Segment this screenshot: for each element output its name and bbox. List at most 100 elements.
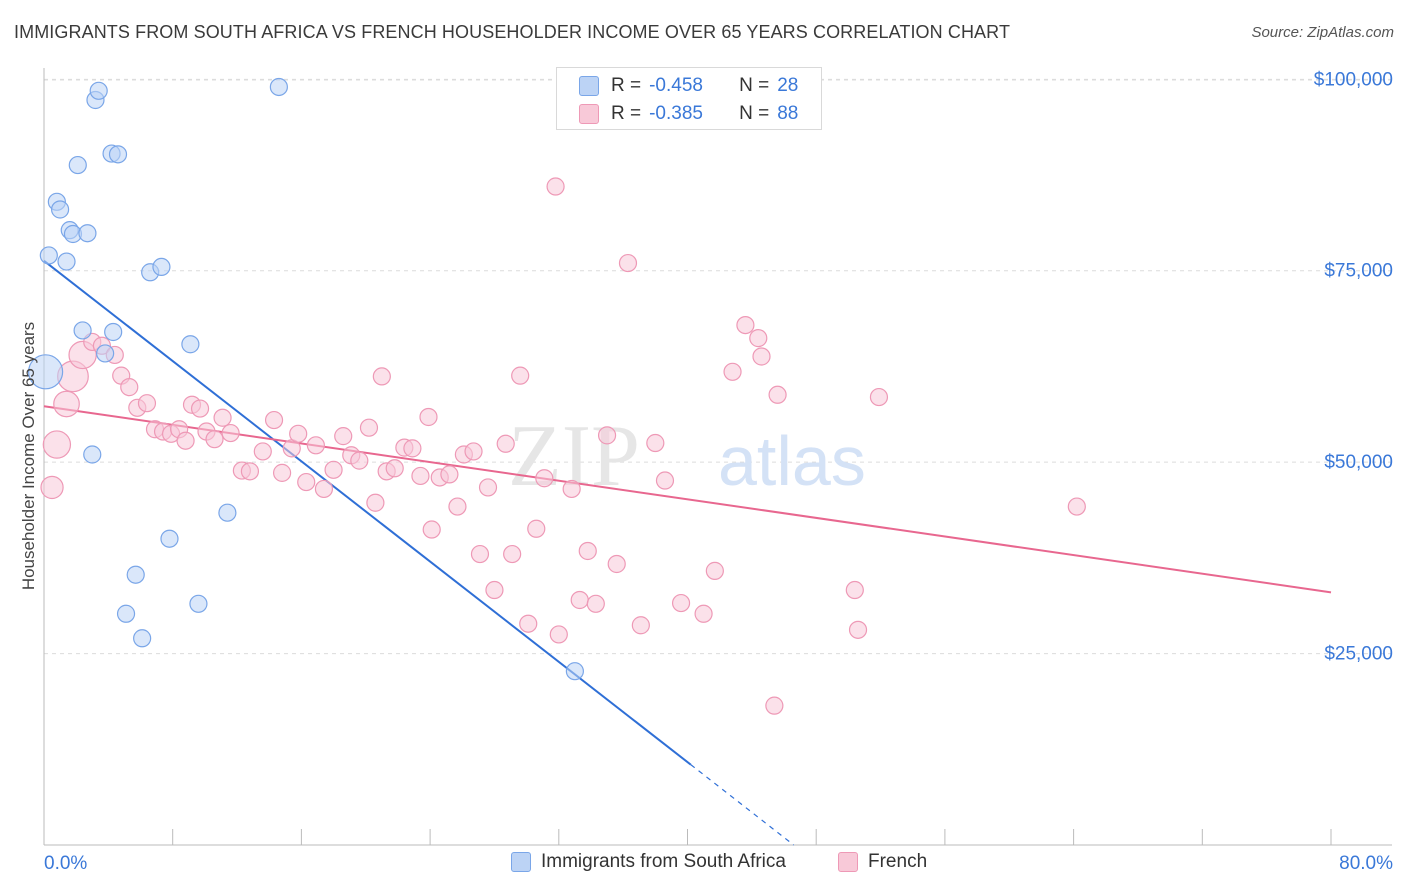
point-french (752, 347, 771, 366)
point-french (578, 541, 597, 561)
point-south-africa (152, 257, 171, 277)
point-french (120, 378, 139, 397)
r-label: R = (611, 103, 642, 124)
legend-label: Immigrants from South Africa (541, 851, 786, 872)
point-french (324, 460, 343, 479)
point-south-africa (565, 662, 584, 681)
y-tick-label: $25,000 (1324, 644, 1393, 665)
n-label: N = (739, 75, 770, 96)
point-french (503, 544, 522, 564)
point-french (618, 253, 638, 273)
point-french (646, 433, 665, 453)
point-french (366, 493, 385, 512)
point-french (511, 366, 530, 385)
point-french (496, 434, 515, 453)
stats-row-blue: R = -0.458 N = 28 (579, 73, 799, 99)
legend-item-south-africa[interactable]: Immigrants from South Africa (511, 851, 786, 873)
point-french (562, 479, 581, 499)
point-south-africa (116, 604, 136, 623)
point-south-africa (269, 77, 288, 97)
point-french (845, 580, 864, 600)
pink-swatch (838, 852, 858, 872)
point-french (334, 427, 353, 446)
chart-title: IMMIGRANTS FROM SOUTH AFRICA VS FRENCH H… (14, 22, 1011, 42)
point-french (607, 554, 626, 574)
n-value: 88 (777, 103, 799, 124)
data-points (28, 77, 1086, 715)
watermark-atlas: atlas (718, 422, 866, 500)
y-tick-label: $75,000 (1324, 261, 1393, 282)
point-french (253, 442, 272, 461)
y-tick-label: $50,000 (1324, 452, 1393, 473)
point-french (749, 329, 768, 348)
blue-swatch (579, 76, 599, 96)
point-french (546, 177, 565, 196)
point-french (631, 616, 650, 635)
point-french (264, 410, 284, 430)
point-french (448, 497, 467, 516)
point-french (519, 614, 538, 633)
n-value: 28 (777, 75, 799, 96)
point-french (705, 561, 724, 580)
point-french (768, 385, 787, 404)
x-tick-label-max: 80.0% (1339, 853, 1393, 874)
point-south-africa (96, 344, 115, 363)
point-french (53, 390, 80, 418)
x-tick-label-min: 0.0% (44, 853, 87, 874)
tick-labels: $25,000 $50,000 $75,000 $100,000 0.0% 80.0% (44, 69, 1393, 874)
point-french (485, 580, 504, 600)
point-south-africa (218, 503, 237, 522)
bottom-legend: Immigrants from South Africa French (0, 851, 1406, 879)
blue-swatch (511, 852, 531, 872)
point-french (440, 465, 459, 484)
point-french (464, 442, 483, 461)
point-french (403, 439, 422, 458)
point-french (848, 620, 868, 639)
trendline-south-africa-extension (690, 764, 795, 846)
point-south-africa (68, 155, 87, 175)
legend-label: French (868, 851, 928, 872)
point-french (272, 463, 292, 482)
point-french (470, 544, 490, 564)
point-french (314, 479, 334, 499)
point-french (419, 407, 438, 427)
point-south-africa (104, 322, 123, 342)
point-french (671, 593, 691, 613)
r-label: R = (611, 75, 642, 96)
point-south-africa (181, 335, 200, 354)
point-french (372, 367, 391, 386)
point-south-africa (133, 629, 152, 648)
point-french (535, 469, 554, 488)
point-french (1067, 497, 1086, 516)
point-french (597, 426, 617, 445)
point-french (137, 394, 157, 413)
point-french (478, 478, 498, 497)
point-french (422, 520, 441, 539)
watermark: ZIP atlas (508, 408, 866, 505)
stats-row-pink: R = -0.385 N = 88 (579, 101, 799, 127)
point-french (40, 475, 64, 500)
point-french (586, 594, 605, 613)
point-south-africa (126, 565, 145, 584)
point-south-africa (78, 224, 97, 243)
trendline-french (43, 405, 1332, 594)
source-label: Source: ZipAtlas.com (1251, 24, 1394, 41)
point-south-africa (57, 252, 76, 271)
point-french (240, 462, 260, 481)
point-french (213, 408, 232, 427)
y-axis-label: Householder Income Over 65 years (19, 322, 38, 590)
trendlines (43, 259, 1332, 846)
point-french (176, 431, 195, 450)
point-french (190, 399, 210, 418)
pink-swatch (579, 104, 599, 124)
point-south-africa (189, 594, 208, 613)
point-french (527, 519, 546, 538)
point-french (869, 387, 889, 407)
point-south-africa (83, 445, 102, 464)
point-south-africa (73, 321, 92, 340)
y-tick-label: $100,000 (1314, 69, 1393, 90)
point-french (306, 436, 325, 455)
n-label: N = (739, 103, 770, 124)
legend-item-french[interactable]: French (838, 851, 927, 873)
